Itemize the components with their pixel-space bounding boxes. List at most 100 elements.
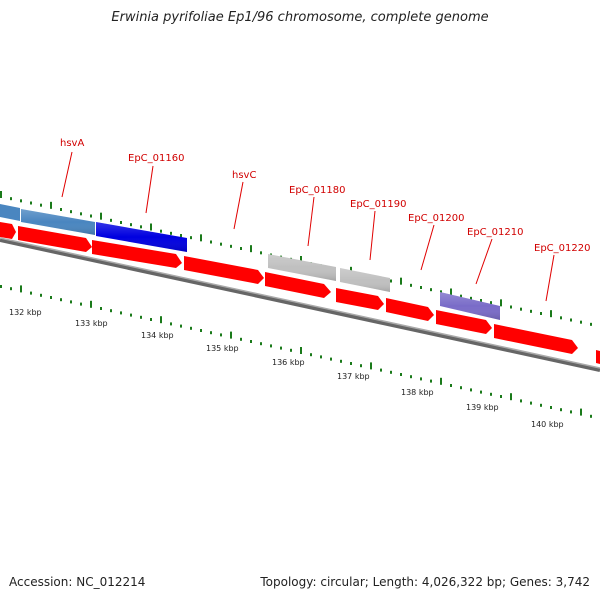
gene-arrow-1 bbox=[0, 222, 16, 239]
upper-tick bbox=[80, 212, 82, 216]
ruler-tick bbox=[530, 401, 532, 405]
upper-tick bbox=[130, 223, 132, 227]
upper-tick bbox=[400, 277, 402, 285]
gene-arrow-7 bbox=[386, 298, 434, 321]
ruler-tick bbox=[410, 375, 412, 379]
upper-tick bbox=[10, 197, 12, 201]
ruler-tick bbox=[430, 379, 432, 383]
ruler-tick bbox=[170, 322, 172, 326]
ruler-tick-row bbox=[0, 285, 592, 418]
upper-tick bbox=[430, 288, 432, 292]
upper-tick bbox=[250, 245, 252, 253]
ruler-tick bbox=[60, 298, 62, 302]
upper-tick bbox=[90, 214, 92, 218]
ruler-tick bbox=[370, 362, 372, 370]
ruler-label-134: 134 kbp bbox=[141, 331, 174, 340]
upper-tick bbox=[230, 244, 232, 248]
ruler-label-133: 133 kbp bbox=[75, 319, 108, 328]
ruler-tick bbox=[250, 340, 252, 343]
genome-backbone bbox=[0, 238, 600, 372]
ruler-tick bbox=[400, 373, 402, 376]
ruler-tick bbox=[490, 392, 492, 396]
ruler-tick bbox=[110, 309, 112, 313]
upper-tick bbox=[490, 301, 492, 305]
gene-label-epc-01190: EpC_01190 bbox=[350, 199, 406, 210]
upper-tick bbox=[480, 299, 482, 302]
upper-tick bbox=[50, 201, 52, 209]
gene-label-hsvc: hsvC bbox=[232, 170, 256, 181]
ruler-tick bbox=[550, 406, 552, 409]
gene-label-epc-01220: EpC_01220 bbox=[534, 243, 590, 254]
gene-arrow-2 bbox=[18, 226, 92, 252]
ruler-tick bbox=[470, 388, 472, 392]
ruler-tick bbox=[360, 364, 362, 368]
upper-tick bbox=[20, 199, 22, 203]
gene-arrow-10 bbox=[596, 350, 600, 364]
ruler-tick bbox=[20, 285, 22, 293]
upper-tick bbox=[500, 299, 502, 307]
ruler-tick bbox=[520, 399, 522, 403]
ruler-tick bbox=[330, 357, 332, 361]
ruler-tick bbox=[90, 300, 92, 308]
ruler-tick bbox=[340, 359, 342, 363]
upper-tick bbox=[190, 236, 192, 240]
ruler-tick bbox=[300, 347, 302, 354]
upper-tick bbox=[120, 221, 122, 224]
gene-label-epc-01160: EpC_01160 bbox=[128, 153, 184, 164]
upper-tick bbox=[390, 279, 392, 283]
upper-tick bbox=[160, 229, 162, 233]
ruler-tick bbox=[180, 324, 182, 328]
upper-tick bbox=[300, 256, 302, 263]
label-leaders bbox=[61, 151, 555, 302]
ruler-tick bbox=[120, 311, 122, 315]
upper-tick bbox=[450, 288, 452, 296]
ruler-tick bbox=[210, 331, 212, 335]
upper-tick bbox=[590, 322, 592, 326]
upper-tick bbox=[540, 312, 542, 315]
gene-label-epc-01200: EpC_01200 bbox=[408, 213, 464, 224]
gene-arrow-8 bbox=[436, 310, 492, 334]
upper-tick bbox=[470, 296, 472, 300]
ruler-tick bbox=[590, 414, 592, 418]
upper-tick bbox=[420, 286, 422, 289]
upper-tick bbox=[60, 208, 62, 211]
upper-tick bbox=[580, 320, 582, 324]
ruler-tick bbox=[240, 337, 242, 341]
ruler-tick bbox=[440, 377, 442, 385]
upper-tick bbox=[100, 212, 102, 220]
gene-label-epc-01210: EpC_01210 bbox=[467, 227, 523, 238]
ruler-tick bbox=[160, 316, 162, 324]
upper-tick bbox=[570, 318, 572, 322]
gene-label-epc-01180: EpC_01180 bbox=[289, 185, 345, 196]
ruler-label-132: 132 kbp bbox=[9, 308, 42, 317]
ruler-tick bbox=[290, 348, 292, 352]
ruler-tick bbox=[50, 296, 52, 299]
ruler-label-138: 138 kbp bbox=[401, 388, 434, 397]
ruler-tick bbox=[190, 326, 192, 330]
upper-tick bbox=[140, 225, 142, 229]
upper-tick bbox=[560, 316, 562, 320]
ruler-tick bbox=[70, 300, 72, 304]
upper-tick bbox=[170, 231, 172, 235]
upper-tick bbox=[530, 309, 532, 313]
gene-track bbox=[0, 204, 600, 364]
ruler-tick bbox=[380, 368, 382, 372]
upper-tick bbox=[520, 307, 522, 311]
gene-label-hsva: hsvA bbox=[60, 138, 84, 149]
upper-tick bbox=[460, 294, 462, 298]
ruler-tick bbox=[40, 293, 42, 297]
ruler-tick bbox=[320, 355, 322, 359]
upper-tick bbox=[210, 240, 212, 244]
ruler-tick bbox=[510, 393, 512, 401]
gene-shading bbox=[21, 209, 500, 320]
upper-tick bbox=[220, 242, 222, 246]
ruler-tick bbox=[200, 329, 202, 332]
ruler-tick bbox=[460, 386, 462, 390]
ruler-tick bbox=[420, 377, 422, 381]
ruler-tick bbox=[140, 315, 142, 319]
ruler-tick bbox=[570, 410, 572, 414]
ruler-tick bbox=[560, 408, 562, 412]
ruler-tick bbox=[150, 318, 152, 321]
gene-arrow-4 bbox=[184, 256, 264, 284]
